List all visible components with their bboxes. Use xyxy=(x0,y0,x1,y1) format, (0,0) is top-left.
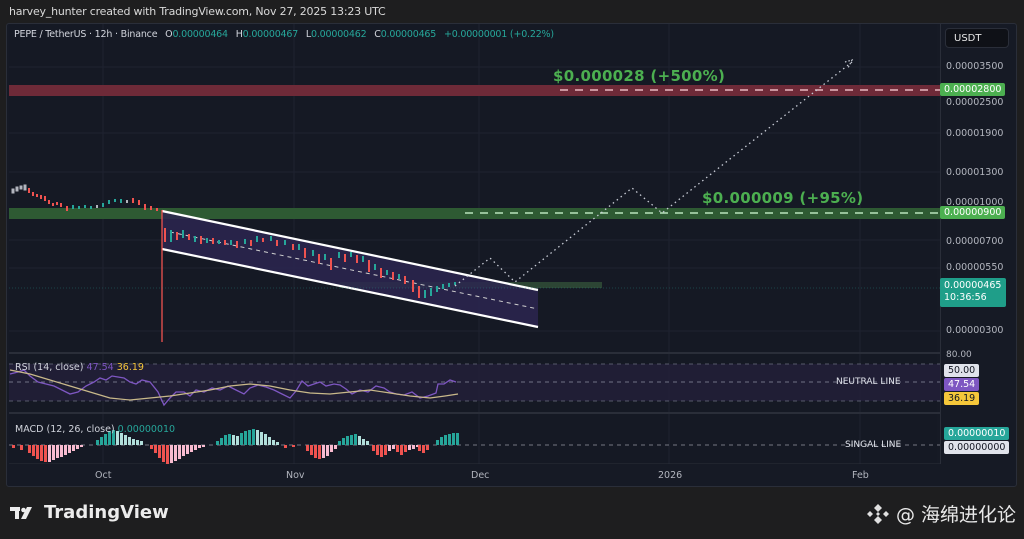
tradingview-logo-text: TradingView xyxy=(44,502,169,523)
macd-value-tag: 0.00000010 xyxy=(944,427,1010,440)
last-price-value: 0.00000465 xyxy=(944,280,1002,291)
target-low-label[interactable]: $0.000009 (+95%) xyxy=(702,189,864,207)
rsi-title: RSI (14, close) xyxy=(15,362,84,373)
open-label: O xyxy=(165,29,173,40)
price-tick: 0.00003500 xyxy=(946,61,1004,72)
price-axis[interactable] xyxy=(940,24,1011,464)
low-value: 0.00000462 xyxy=(311,29,367,40)
macd-legend[interactable]: MACD (12, 26, close) 0.00000010 xyxy=(15,424,175,435)
bar-countdown: 10:36:56 xyxy=(944,292,987,303)
target-high-label[interactable]: $0.000028 (+500%) xyxy=(553,67,726,85)
price-tick: 0.00002500 xyxy=(946,97,1004,108)
last-price-tag: 0.00000465 10:36:56 xyxy=(940,278,1007,307)
close-value: 0.00000465 xyxy=(380,29,437,40)
rsi-ma-tag: 36.19 xyxy=(944,392,980,405)
rsi-value-tag: 47.54 xyxy=(944,378,980,391)
symbol-name[interactable]: PEPE / TetherUS · 12h · Binance xyxy=(14,29,158,40)
high-value: 0.00000467 xyxy=(242,29,299,40)
neutral-line-label[interactable]: NEUTRAL LINE xyxy=(836,377,901,387)
tradingview-logo-icon xyxy=(10,506,32,519)
rsi-value: 47.54 xyxy=(86,362,114,373)
channel-fill xyxy=(162,211,538,327)
time-tick: 2026 xyxy=(658,470,683,481)
signal-line-label[interactable]: SINGAL LINE xyxy=(845,440,902,450)
low-label: L xyxy=(305,29,311,40)
price-tick: 0.00001000 xyxy=(946,197,1004,208)
chart-credit: harvey_hunter created with TradingView.c… xyxy=(9,5,386,18)
binance-logo-icon xyxy=(866,503,889,524)
author-watermark: @ 海绵进化论 xyxy=(866,500,1016,527)
symbol-legend[interactable]: PEPE / TetherUS · 12h · Binance O0.00000… xyxy=(14,29,554,40)
target-low-price-tag: 0.00000900 xyxy=(940,206,1006,219)
high-label: H xyxy=(235,29,243,40)
time-tick: Feb xyxy=(852,470,869,481)
time-tick: Oct xyxy=(95,470,112,481)
open-value: 0.00000464 xyxy=(172,29,228,40)
rsi-legend[interactable]: RSI (14, close) 47.54 36.19 xyxy=(15,362,144,373)
close-label: C xyxy=(374,29,381,40)
rsi-level-tag: 50.00 xyxy=(944,364,980,377)
currency-button[interactable]: USDT xyxy=(945,28,1009,48)
rsi-axis-80: 80.00 xyxy=(946,350,972,360)
macd-value: 0.00000010 xyxy=(117,424,176,435)
rsi-ma-value: 36.19 xyxy=(116,362,144,373)
time-tick: Nov xyxy=(286,470,305,481)
macd-zero-tag: 0.00000000 xyxy=(944,441,1010,454)
watermark-text: @ 海绵进化论 xyxy=(895,504,1016,526)
target-zone-low xyxy=(9,208,940,219)
macd-histogram xyxy=(12,429,459,464)
price-tick: 0.00000700 xyxy=(946,236,1004,247)
price-tick: 0.00000550 xyxy=(946,262,1004,273)
tradingview-logo: TradingView xyxy=(10,502,169,523)
price-tick: 0.00001900 xyxy=(946,128,1004,139)
price-tick: 0.00001300 xyxy=(946,167,1004,178)
macd-title: MACD (12, 26, close) xyxy=(15,424,115,435)
change-value: +0.00000001 (+0.22%) xyxy=(443,29,554,40)
price-tick: 0.00000300 xyxy=(946,325,1004,336)
time-tick: Dec xyxy=(471,470,490,481)
target-zone-high xyxy=(9,85,940,96)
target-high-price-tag: 0.00002800 xyxy=(940,83,1006,96)
